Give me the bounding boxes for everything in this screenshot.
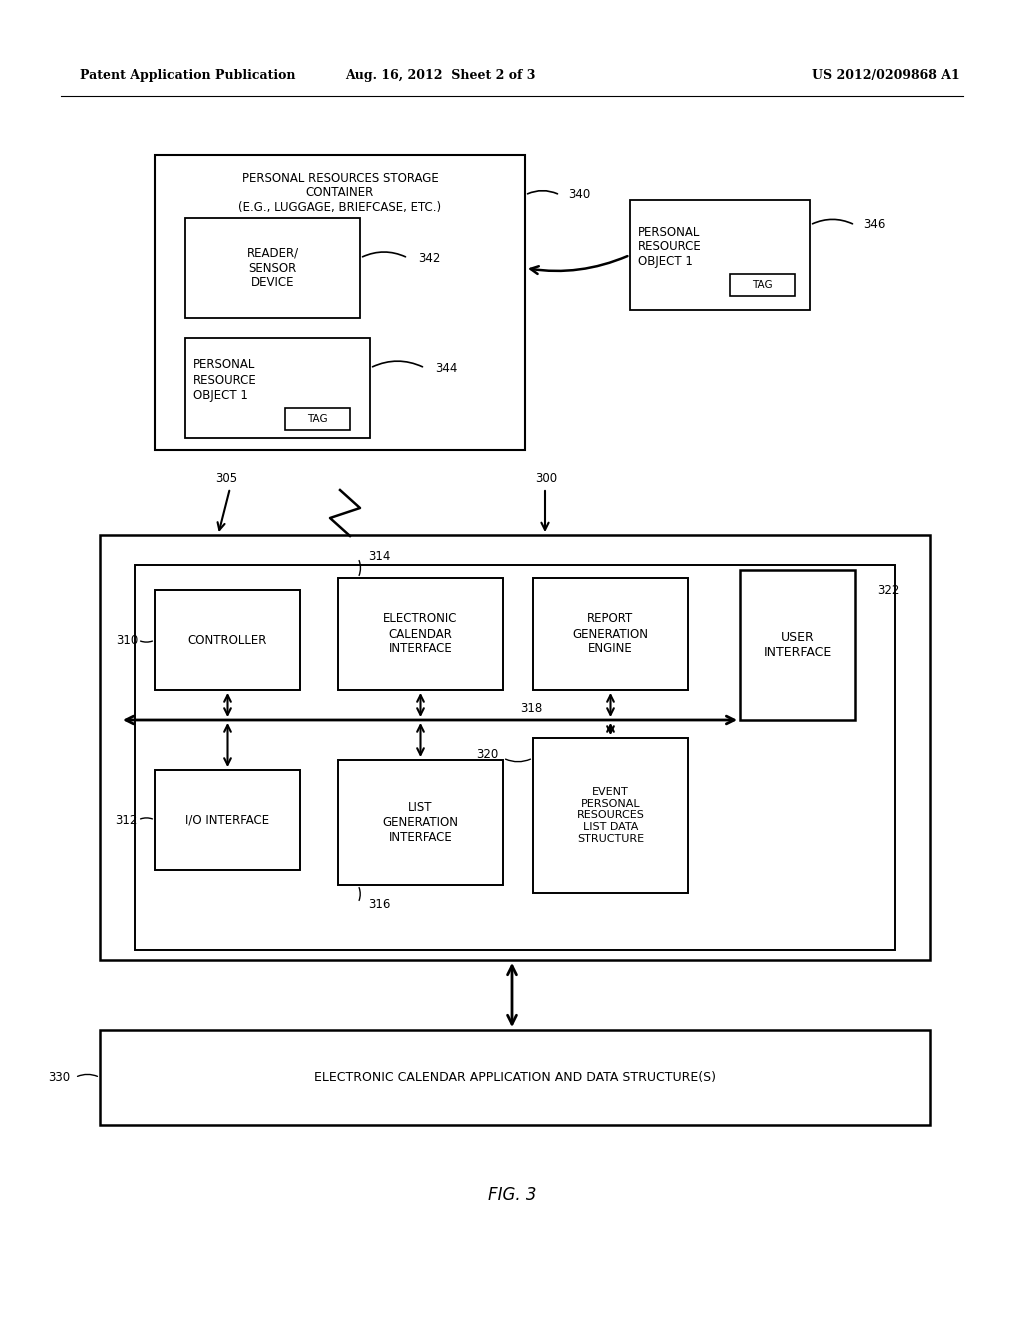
Text: ELECTRONIC
CALENDAR
INTERFACE: ELECTRONIC CALENDAR INTERFACE (383, 612, 458, 656)
Text: 346: 346 (863, 219, 886, 231)
Text: CONTROLLER: CONTROLLER (187, 634, 267, 647)
Text: USER
INTERFACE: USER INTERFACE (763, 631, 831, 659)
Text: ELECTRONIC CALENDAR APPLICATION AND DATA STRUCTURE(S): ELECTRONIC CALENDAR APPLICATION AND DATA… (314, 1071, 716, 1084)
Bar (100, 1030, 930, 1125)
Bar (155, 154, 525, 450)
Bar (338, 578, 503, 690)
Text: I/O INTERFACE: I/O INTERFACE (185, 813, 269, 826)
Text: 316: 316 (368, 899, 390, 912)
Text: US 2012/0209868 A1: US 2012/0209868 A1 (812, 69, 961, 82)
Text: Patent Application Publication: Patent Application Publication (80, 69, 296, 82)
Text: 312: 312 (116, 813, 138, 826)
Text: TAG: TAG (307, 414, 328, 424)
Text: Aug. 16, 2012  Sheet 2 of 3: Aug. 16, 2012 Sheet 2 of 3 (345, 69, 536, 82)
Text: 342: 342 (418, 252, 440, 264)
Bar (534, 738, 688, 894)
Text: 300: 300 (535, 471, 557, 484)
Bar (155, 770, 300, 870)
Text: 305: 305 (215, 471, 238, 484)
Text: PERSONAL
RESOURCE
OBJECT 1: PERSONAL RESOURCE OBJECT 1 (638, 226, 701, 268)
Bar (740, 570, 855, 719)
Bar (630, 201, 810, 310)
Bar (100, 535, 930, 960)
Bar (155, 590, 300, 690)
Text: FIG. 3: FIG. 3 (487, 1185, 537, 1204)
Text: READER/
SENSOR
DEVICE: READER/ SENSOR DEVICE (247, 247, 299, 289)
Text: 330: 330 (48, 1071, 70, 1084)
Bar (534, 578, 688, 690)
Text: 322: 322 (877, 583, 899, 597)
Text: TAG: TAG (753, 280, 773, 290)
Bar (285, 408, 350, 430)
Text: 310: 310 (116, 634, 138, 647)
Text: 320: 320 (476, 747, 498, 760)
Bar (338, 760, 503, 884)
Text: PERSONAL
RESOURCE
OBJECT 1: PERSONAL RESOURCE OBJECT 1 (193, 359, 257, 401)
Text: LIST
GENERATION
INTERFACE: LIST GENERATION INTERFACE (383, 801, 459, 843)
Text: 344: 344 (435, 362, 458, 375)
Bar (135, 565, 895, 950)
Bar (730, 275, 795, 296)
Bar (185, 338, 370, 438)
Text: REPORT
GENERATION
ENGINE: REPORT GENERATION ENGINE (572, 612, 648, 656)
Text: 318: 318 (520, 701, 543, 714)
Bar (185, 218, 360, 318)
Text: EVENT
PERSONAL
RESOURCES
LIST DATA
STRUCTURE: EVENT PERSONAL RESOURCES LIST DATA STRUC… (577, 787, 644, 843)
Text: 314: 314 (368, 549, 390, 562)
Text: 340: 340 (568, 189, 590, 202)
Text: PERSONAL RESOURCES STORAGE
CONTAINER
(E.G., LUGGAGE, BRIEFCASE, ETC.): PERSONAL RESOURCES STORAGE CONTAINER (E.… (239, 172, 441, 214)
